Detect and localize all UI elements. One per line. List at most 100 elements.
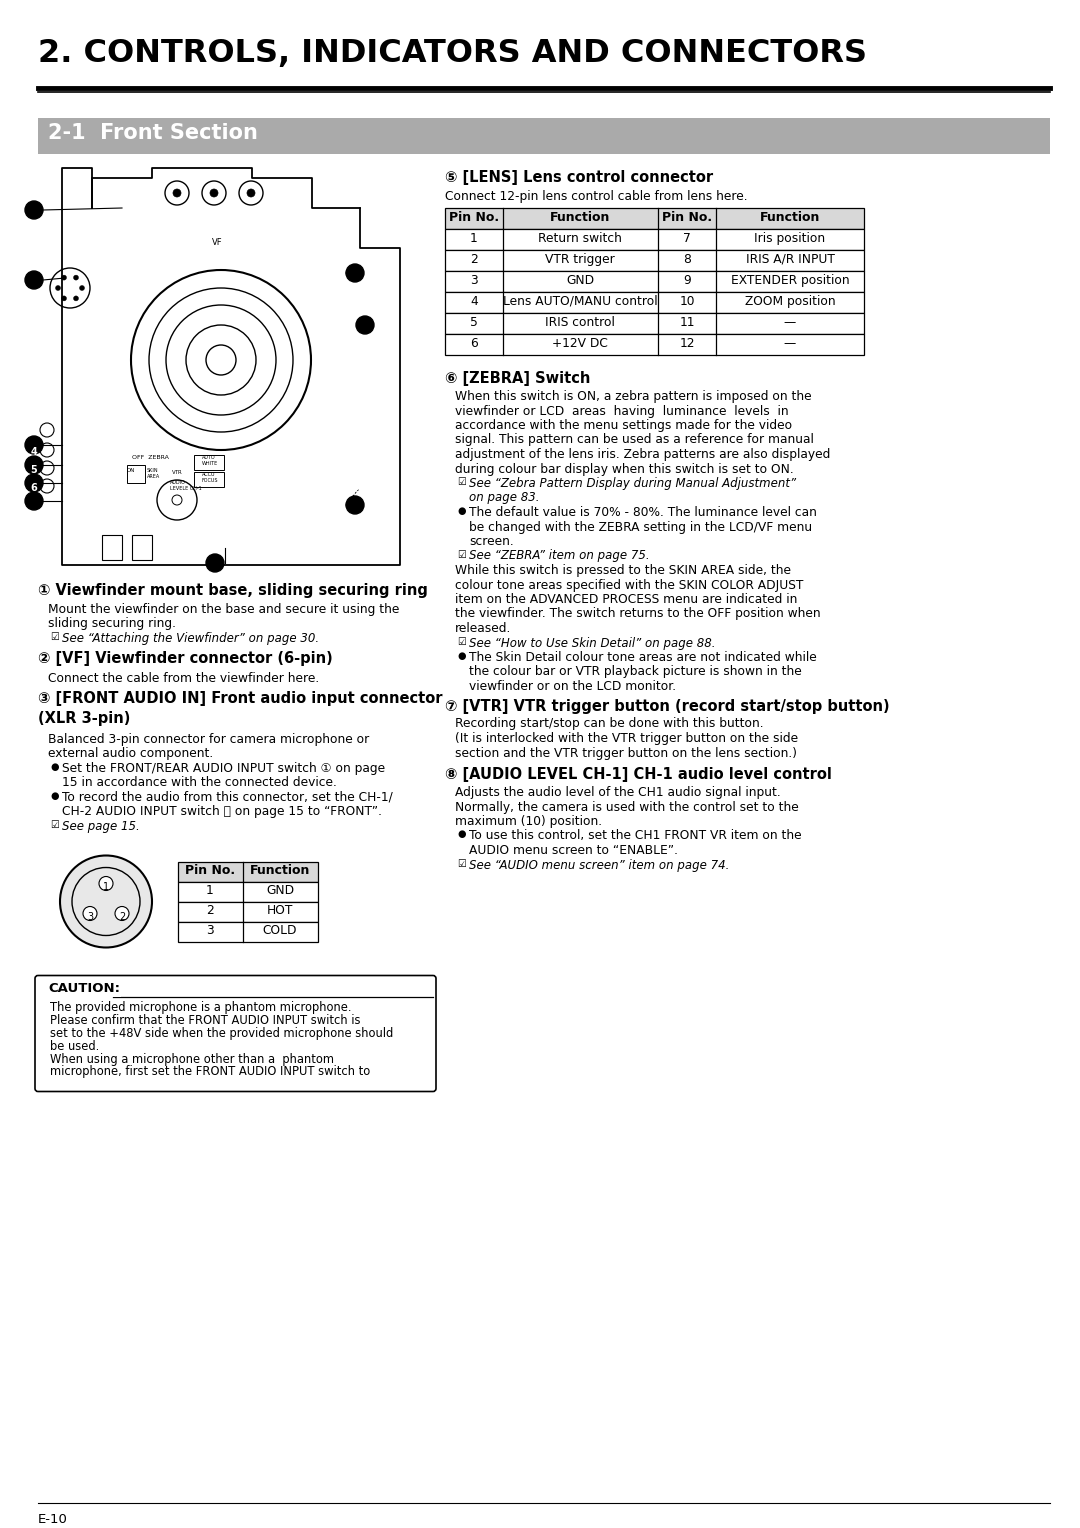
Text: be changed with the ZEBRA setting in the LCD/VF menu: be changed with the ZEBRA setting in the… <box>469 521 812 533</box>
Bar <box>178 862 318 882</box>
Text: on page 83.: on page 83. <box>469 492 540 504</box>
Text: 9: 9 <box>362 307 368 316</box>
Bar <box>445 313 864 335</box>
Text: See “How to Use Skin Detail” on page 88.: See “How to Use Skin Detail” on page 88. <box>469 637 715 649</box>
Text: ① Viewfinder mount base, sliding securing ring: ① Viewfinder mount base, sliding securin… <box>38 584 428 597</box>
Circle shape <box>62 296 67 301</box>
Text: Recording start/stop can be done with this button.: Recording start/stop can be done with th… <box>455 718 764 730</box>
Text: maximum (10) position.: maximum (10) position. <box>455 814 603 828</box>
Text: item on the ADVANCED PROCESS menu are indicated in: item on the ADVANCED PROCESS menu are in… <box>455 593 797 607</box>
Text: ⑦ [VTR] VTR trigger button (record start/stop button): ⑦ [VTR] VTR trigger button (record start… <box>445 698 890 714</box>
Text: microphone, first set the FRONT AUDIO INPUT switch to: microphone, first set the FRONT AUDIO IN… <box>50 1065 370 1079</box>
Text: Pin No.: Pin No. <box>185 865 235 877</box>
Text: 2: 2 <box>30 261 38 272</box>
Text: Function: Function <box>249 865 310 877</box>
Circle shape <box>73 296 79 301</box>
Text: 9: 9 <box>684 274 691 287</box>
Text: +12V DC: +12V DC <box>552 338 608 350</box>
Text: E-10: E-10 <box>38 1513 68 1526</box>
Text: Adjusts the audio level of the CH1 audio signal input.: Adjusts the audio level of the CH1 audio… <box>455 785 781 799</box>
Text: CH-2 AUDIO INPUT switch ⓐ on page 15 to “FRONT”.: CH-2 AUDIO INPUT switch ⓐ on page 15 to … <box>62 805 382 819</box>
Text: accordance with the menu settings made for the video: accordance with the menu settings made f… <box>455 419 792 432</box>
Circle shape <box>356 316 374 335</box>
Text: HOT: HOT <box>267 905 293 917</box>
Circle shape <box>346 497 364 513</box>
Text: Connect 12-pin lens control cable from lens here.: Connect 12-pin lens control cable from l… <box>445 189 747 203</box>
Circle shape <box>173 189 181 197</box>
Text: 10: 10 <box>679 295 694 309</box>
Text: Normally, the camera is used with the control set to the: Normally, the camera is used with the co… <box>455 801 799 813</box>
Text: 4: 4 <box>470 295 477 309</box>
Text: 1: 1 <box>103 882 109 891</box>
Text: set to the +48V side when the provided microphone should: set to the +48V side when the provided m… <box>50 1027 393 1039</box>
Circle shape <box>206 555 224 571</box>
Bar <box>194 472 224 487</box>
Circle shape <box>80 286 84 290</box>
Text: released.: released. <box>455 622 511 636</box>
Text: ⑤ [LENS] Lens control connector: ⑤ [LENS] Lens control connector <box>445 170 713 185</box>
Text: 3: 3 <box>86 912 93 921</box>
Text: VTR trigger: VTR trigger <box>545 254 615 266</box>
Text: viewfinder or on the LCD monitor.: viewfinder or on the LCD monitor. <box>469 680 676 694</box>
Text: the viewfinder. The switch returns to the OFF position when: the viewfinder. The switch returns to th… <box>455 608 821 620</box>
Text: 12: 12 <box>679 338 694 350</box>
Bar <box>445 335 864 354</box>
Text: ●: ● <box>457 830 465 839</box>
Bar <box>127 465 145 483</box>
Circle shape <box>25 492 43 510</box>
Text: IRIS A/R INPUT: IRIS A/R INPUT <box>745 254 835 266</box>
Text: the colour bar or VTR playback picture is shown in the: the colour bar or VTR playback picture i… <box>469 666 801 678</box>
Circle shape <box>210 189 218 197</box>
Circle shape <box>99 877 113 891</box>
Text: The Skin Detail colour tone areas are not indicated while: The Skin Detail colour tone areas are no… <box>469 651 816 665</box>
Text: ●: ● <box>457 651 465 662</box>
Text: See “ZEBRA” item on page 75.: See “ZEBRA” item on page 75. <box>469 550 650 562</box>
Text: ☑: ☑ <box>457 859 465 868</box>
Text: Please confirm that the FRONT AUDIO INPUT switch is: Please confirm that the FRONT AUDIO INPU… <box>50 1013 361 1027</box>
Text: 6: 6 <box>470 338 477 350</box>
Circle shape <box>60 856 152 947</box>
Bar <box>102 535 122 559</box>
Text: (It is interlocked with the VTR trigger button on the side: (It is interlocked with the VTR trigger … <box>455 732 798 746</box>
Text: 2: 2 <box>119 912 125 921</box>
Text: While this switch is pressed to the SKIN AREA side, the: While this switch is pressed to the SKIN… <box>455 564 791 578</box>
Bar <box>445 292 864 313</box>
Text: See “Attaching the Viewfinder” on page 30.: See “Attaching the Viewfinder” on page 3… <box>62 633 319 645</box>
Text: adjustment of the lens iris. Zebra patterns are also displayed: adjustment of the lens iris. Zebra patte… <box>455 448 831 461</box>
Text: The default value is 70% - 80%. The luminance level can: The default value is 70% - 80%. The lumi… <box>469 506 816 520</box>
Text: ●: ● <box>50 792 58 801</box>
Text: Balanced 3-pin connector for camera microphone or: Balanced 3-pin connector for camera micr… <box>48 733 369 746</box>
Text: ACCU
FOCUS: ACCU FOCUS <box>202 472 218 483</box>
Text: GND: GND <box>566 274 594 287</box>
Text: ☑: ☑ <box>457 550 465 559</box>
Text: 3: 3 <box>30 426 38 437</box>
Bar <box>178 921 318 941</box>
Text: GND: GND <box>266 885 294 897</box>
Text: —: — <box>784 316 796 329</box>
Text: ③ [FRONT AUDIO IN] Front audio input connector: ③ [FRONT AUDIO IN] Front audio input con… <box>38 691 443 706</box>
Circle shape <box>25 455 43 474</box>
Circle shape <box>25 270 43 289</box>
Text: When using a microphone other than a  phantom: When using a microphone other than a pha… <box>50 1053 334 1065</box>
Text: VF: VF <box>212 238 222 248</box>
Bar <box>445 208 864 229</box>
Text: ☑: ☑ <box>457 637 465 646</box>
Bar <box>445 251 864 270</box>
Text: To record the audio from this connector, set the CH-1/: To record the audio from this connector,… <box>62 792 393 804</box>
Text: Mount the viewfinder on the base and secure it using the: Mount the viewfinder on the base and sec… <box>48 604 400 616</box>
Text: ☑: ☑ <box>50 633 58 642</box>
Bar <box>445 229 864 251</box>
Bar <box>445 270 864 292</box>
Text: signal. This pattern can be used as a reference for manual: signal. This pattern can be used as a re… <box>455 434 814 446</box>
Text: section and the VTR trigger button on the lens section.): section and the VTR trigger button on th… <box>455 747 797 759</box>
Circle shape <box>62 275 67 280</box>
Text: AUDIO
LEVELE CH-1: AUDIO LEVELE CH-1 <box>170 480 202 490</box>
Text: 4: 4 <box>30 448 38 457</box>
Text: colour tone areas specified with the SKIN COLOR ADJUST: colour tone areas specified with the SKI… <box>455 579 804 591</box>
Text: CAUTION:: CAUTION: <box>48 983 120 996</box>
Text: 10: 10 <box>348 255 362 264</box>
Text: The provided microphone is a phantom microphone.: The provided microphone is a phantom mic… <box>50 1001 351 1013</box>
Text: AUDIO menu screen to “ENABLE”.: AUDIO menu screen to “ENABLE”. <box>469 843 678 857</box>
Text: 8: 8 <box>683 254 691 266</box>
Text: 11: 11 <box>679 316 694 329</box>
